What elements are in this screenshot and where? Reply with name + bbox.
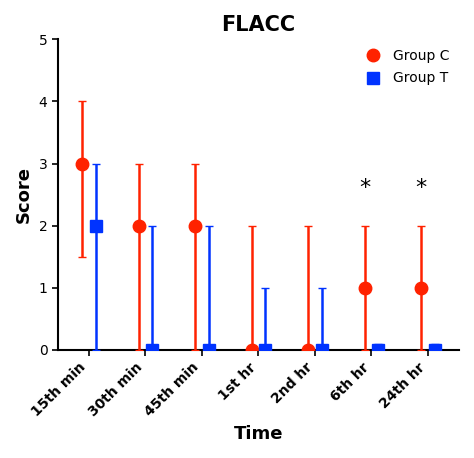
- Text: *: *: [359, 178, 370, 198]
- Text: *: *: [416, 178, 427, 198]
- X-axis label: Time: Time: [234, 425, 283, 443]
- Title: FLACC: FLACC: [221, 15, 295, 35]
- Legend: Group C, Group T: Group C, Group T: [354, 44, 455, 91]
- Y-axis label: Score: Score: [15, 166, 33, 223]
